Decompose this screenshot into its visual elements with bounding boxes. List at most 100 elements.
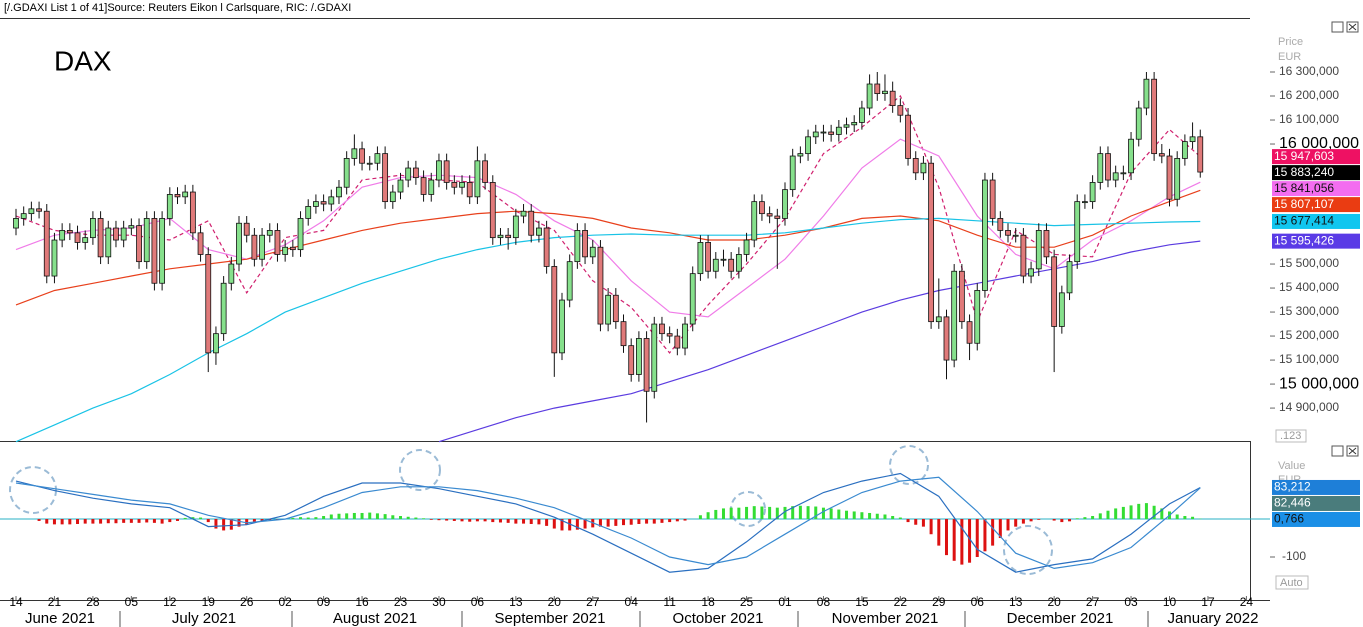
candle-body: [797, 153, 804, 157]
candle-body: [289, 246, 296, 251]
histogram-bar: [729, 507, 733, 520]
candle-body: [1174, 158, 1181, 200]
candle-body: [1120, 172, 1127, 175]
histogram-bar: [375, 513, 379, 520]
corner-box[interactable]: [1275, 575, 1309, 590]
histogram-bar: [883, 514, 887, 520]
candle-body: [874, 83, 881, 95]
candle-body: [820, 131, 827, 134]
window-buttons[interactable]: [1331, 21, 1359, 457]
histogram-bar: [944, 519, 948, 556]
histogram-bar: [168, 519, 172, 523]
candle-body: [666, 333, 673, 337]
histogram-bar: [860, 512, 864, 520]
histogram-bar: [129, 519, 133, 523]
histogram-bar: [145, 519, 149, 523]
histogram-bar: [575, 519, 579, 530]
candle-body: [466, 182, 473, 198]
candle-body: [412, 167, 419, 179]
candle-body: [966, 321, 973, 344]
histogram-bar: [598, 519, 602, 527]
candle-body: [935, 316, 942, 323]
month-label: July 2021: [172, 610, 236, 627]
candle-body: [1074, 201, 1081, 263]
candle-body: [497, 234, 504, 239]
histogram-bar: [737, 507, 741, 520]
annotation-circle: [399, 449, 441, 491]
y-tick-label: 15 500,000: [1279, 256, 1339, 270]
histogram-bar: [360, 512, 364, 520]
histogram-bar: [452, 519, 456, 521]
histogram-bar: [299, 517, 303, 520]
histogram-bar: [906, 519, 910, 523]
x-tick-label: 25: [740, 595, 754, 609]
histogram-bar: [329, 514, 333, 520]
histogram-bar: [545, 519, 549, 526]
x-tick-label: 30: [432, 595, 446, 609]
month-label: December 2021: [1007, 610, 1114, 627]
histogram-bar: [460, 519, 464, 522]
candle-body: [643, 338, 650, 392]
x-tick-label: 24: [1240, 595, 1254, 609]
x-tick-label: 17: [1201, 595, 1215, 609]
candle-body: [805, 136, 811, 155]
histogram-bar: [875, 513, 879, 520]
corner-box[interactable]: [1275, 429, 1307, 443]
y-tick-label: 15 100,000: [1279, 352, 1339, 366]
x-tick-label: 27: [1086, 595, 1100, 609]
candle-body: [51, 239, 58, 277]
histogram-bar: [1191, 516, 1195, 520]
candle-body: [82, 237, 89, 243]
value-label: 15 807,107: [1274, 197, 1334, 211]
candle-body: [1066, 261, 1073, 294]
candle-body: [1043, 230, 1050, 258]
restore-button[interactable]: [1331, 21, 1344, 33]
x-tick-label: 18: [701, 595, 715, 609]
candle-body: [628, 345, 635, 375]
histogram-bar: [1075, 518, 1079, 520]
candle-body: [182, 191, 189, 198]
value-label: 15 677,414: [1274, 214, 1334, 228]
histogram-bar: [414, 517, 418, 520]
candle-body: [259, 234, 265, 260]
header: [/.GDAXI List 1 of 41]Source: Reuters Ei…: [4, 2, 351, 14]
histogram-bar: [498, 519, 502, 523]
histogram-bar: [1014, 519, 1018, 527]
candle-body: [236, 222, 242, 265]
candle-body: [712, 258, 719, 272]
candle-body: [1051, 256, 1058, 327]
histogram-bar: [745, 506, 749, 520]
histogram-bar: [706, 512, 710, 520]
histogram-bar: [898, 517, 902, 520]
candle-body: [505, 234, 512, 239]
histogram-bar: [37, 519, 41, 521]
annotation-circle: [1003, 525, 1053, 575]
histogram-bar: [798, 505, 802, 520]
macd-line: [15, 476, 1201, 570]
restore-button[interactable]: [1331, 445, 1344, 457]
histogram-bar: [383, 514, 387, 520]
histogram-bar: [660, 519, 664, 523]
histogram-bar: [814, 506, 818, 520]
histogram-bar: [83, 519, 87, 524]
candle-body: [782, 189, 788, 219]
value-box: [1272, 495, 1360, 511]
y-tick-label: 15 000,000: [1279, 375, 1359, 392]
candle-body: [859, 107, 865, 123]
histogram-bar: [1114, 508, 1118, 520]
histogram-bar: [775, 507, 779, 520]
candle-body: [213, 333, 219, 354]
moving-average-line: [438, 240, 1201, 443]
candle-body: [697, 242, 704, 275]
histogram-bar: [291, 517, 295, 520]
histogram-bar: [122, 519, 126, 523]
histogram-bar: [991, 519, 995, 546]
y-tick-label: 16 200,000: [1279, 88, 1339, 102]
x-tick-label: 13: [1009, 595, 1023, 609]
histogram-bar: [514, 519, 518, 524]
histogram-bar: [783, 506, 787, 520]
candle-body: [313, 201, 319, 207]
candle-body: [512, 215, 519, 239]
x-tick-label: 22: [894, 595, 908, 609]
histogram-bar: [552, 519, 556, 529]
